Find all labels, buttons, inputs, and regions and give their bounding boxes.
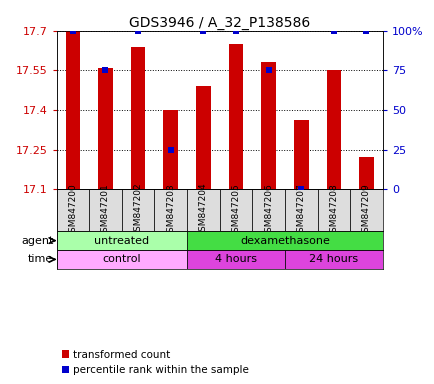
Point (199, 28, 207, 34)
Text: agent: agent (21, 236, 53, 246)
Bar (293, 121, 308, 189)
Bar (284, 189, 317, 231)
Legend: transformed count, percentile rank within the sample: transformed count, percentile rank withi… (62, 350, 249, 375)
Bar (228, 44, 243, 189)
Bar (56, 231, 187, 250)
Text: GSM847204: GSM847204 (198, 183, 207, 237)
Text: time: time (28, 254, 53, 265)
Bar (98, 68, 112, 189)
Text: GSM847205: GSM847205 (231, 183, 240, 238)
Bar (131, 46, 145, 189)
Text: GSM847201: GSM847201 (101, 183, 110, 238)
Point (232, 28, 239, 34)
Point (297, 186, 304, 192)
Bar (66, 31, 80, 189)
Point (362, 28, 369, 34)
Bar (187, 231, 382, 250)
Point (330, 28, 337, 34)
Bar (196, 86, 210, 189)
Bar (252, 189, 284, 231)
Text: GSM847200: GSM847200 (68, 183, 77, 238)
Bar (317, 189, 349, 231)
Bar (187, 189, 219, 231)
Text: GSM847206: GSM847206 (263, 183, 273, 238)
Bar (187, 250, 284, 269)
Text: 4 hours: 4 hours (214, 254, 256, 265)
Point (167, 146, 174, 152)
Point (102, 67, 108, 73)
Text: GSM847207: GSM847207 (296, 183, 305, 238)
Text: control: control (102, 254, 141, 265)
Bar (89, 189, 122, 231)
Bar (284, 250, 382, 269)
Point (265, 67, 272, 73)
Text: untreated: untreated (94, 236, 149, 246)
Bar (154, 189, 187, 231)
Point (135, 28, 141, 34)
Text: GSM847208: GSM847208 (329, 183, 338, 238)
Bar (261, 62, 275, 189)
Text: dexamethasone: dexamethasone (240, 236, 329, 246)
Point (69, 28, 76, 34)
Bar (163, 110, 178, 189)
Bar (219, 189, 252, 231)
Text: GSM847209: GSM847209 (361, 183, 370, 238)
Bar (349, 189, 382, 231)
Bar (326, 70, 340, 189)
Text: GSM847203: GSM847203 (166, 183, 175, 238)
Text: 24 hours: 24 hours (309, 254, 358, 265)
Bar (56, 189, 89, 231)
Bar (358, 157, 373, 189)
Title: GDS3946 / A_32_P138586: GDS3946 / A_32_P138586 (129, 16, 309, 30)
Bar (56, 250, 187, 269)
Bar (122, 189, 154, 231)
Text: GSM847202: GSM847202 (133, 183, 142, 237)
